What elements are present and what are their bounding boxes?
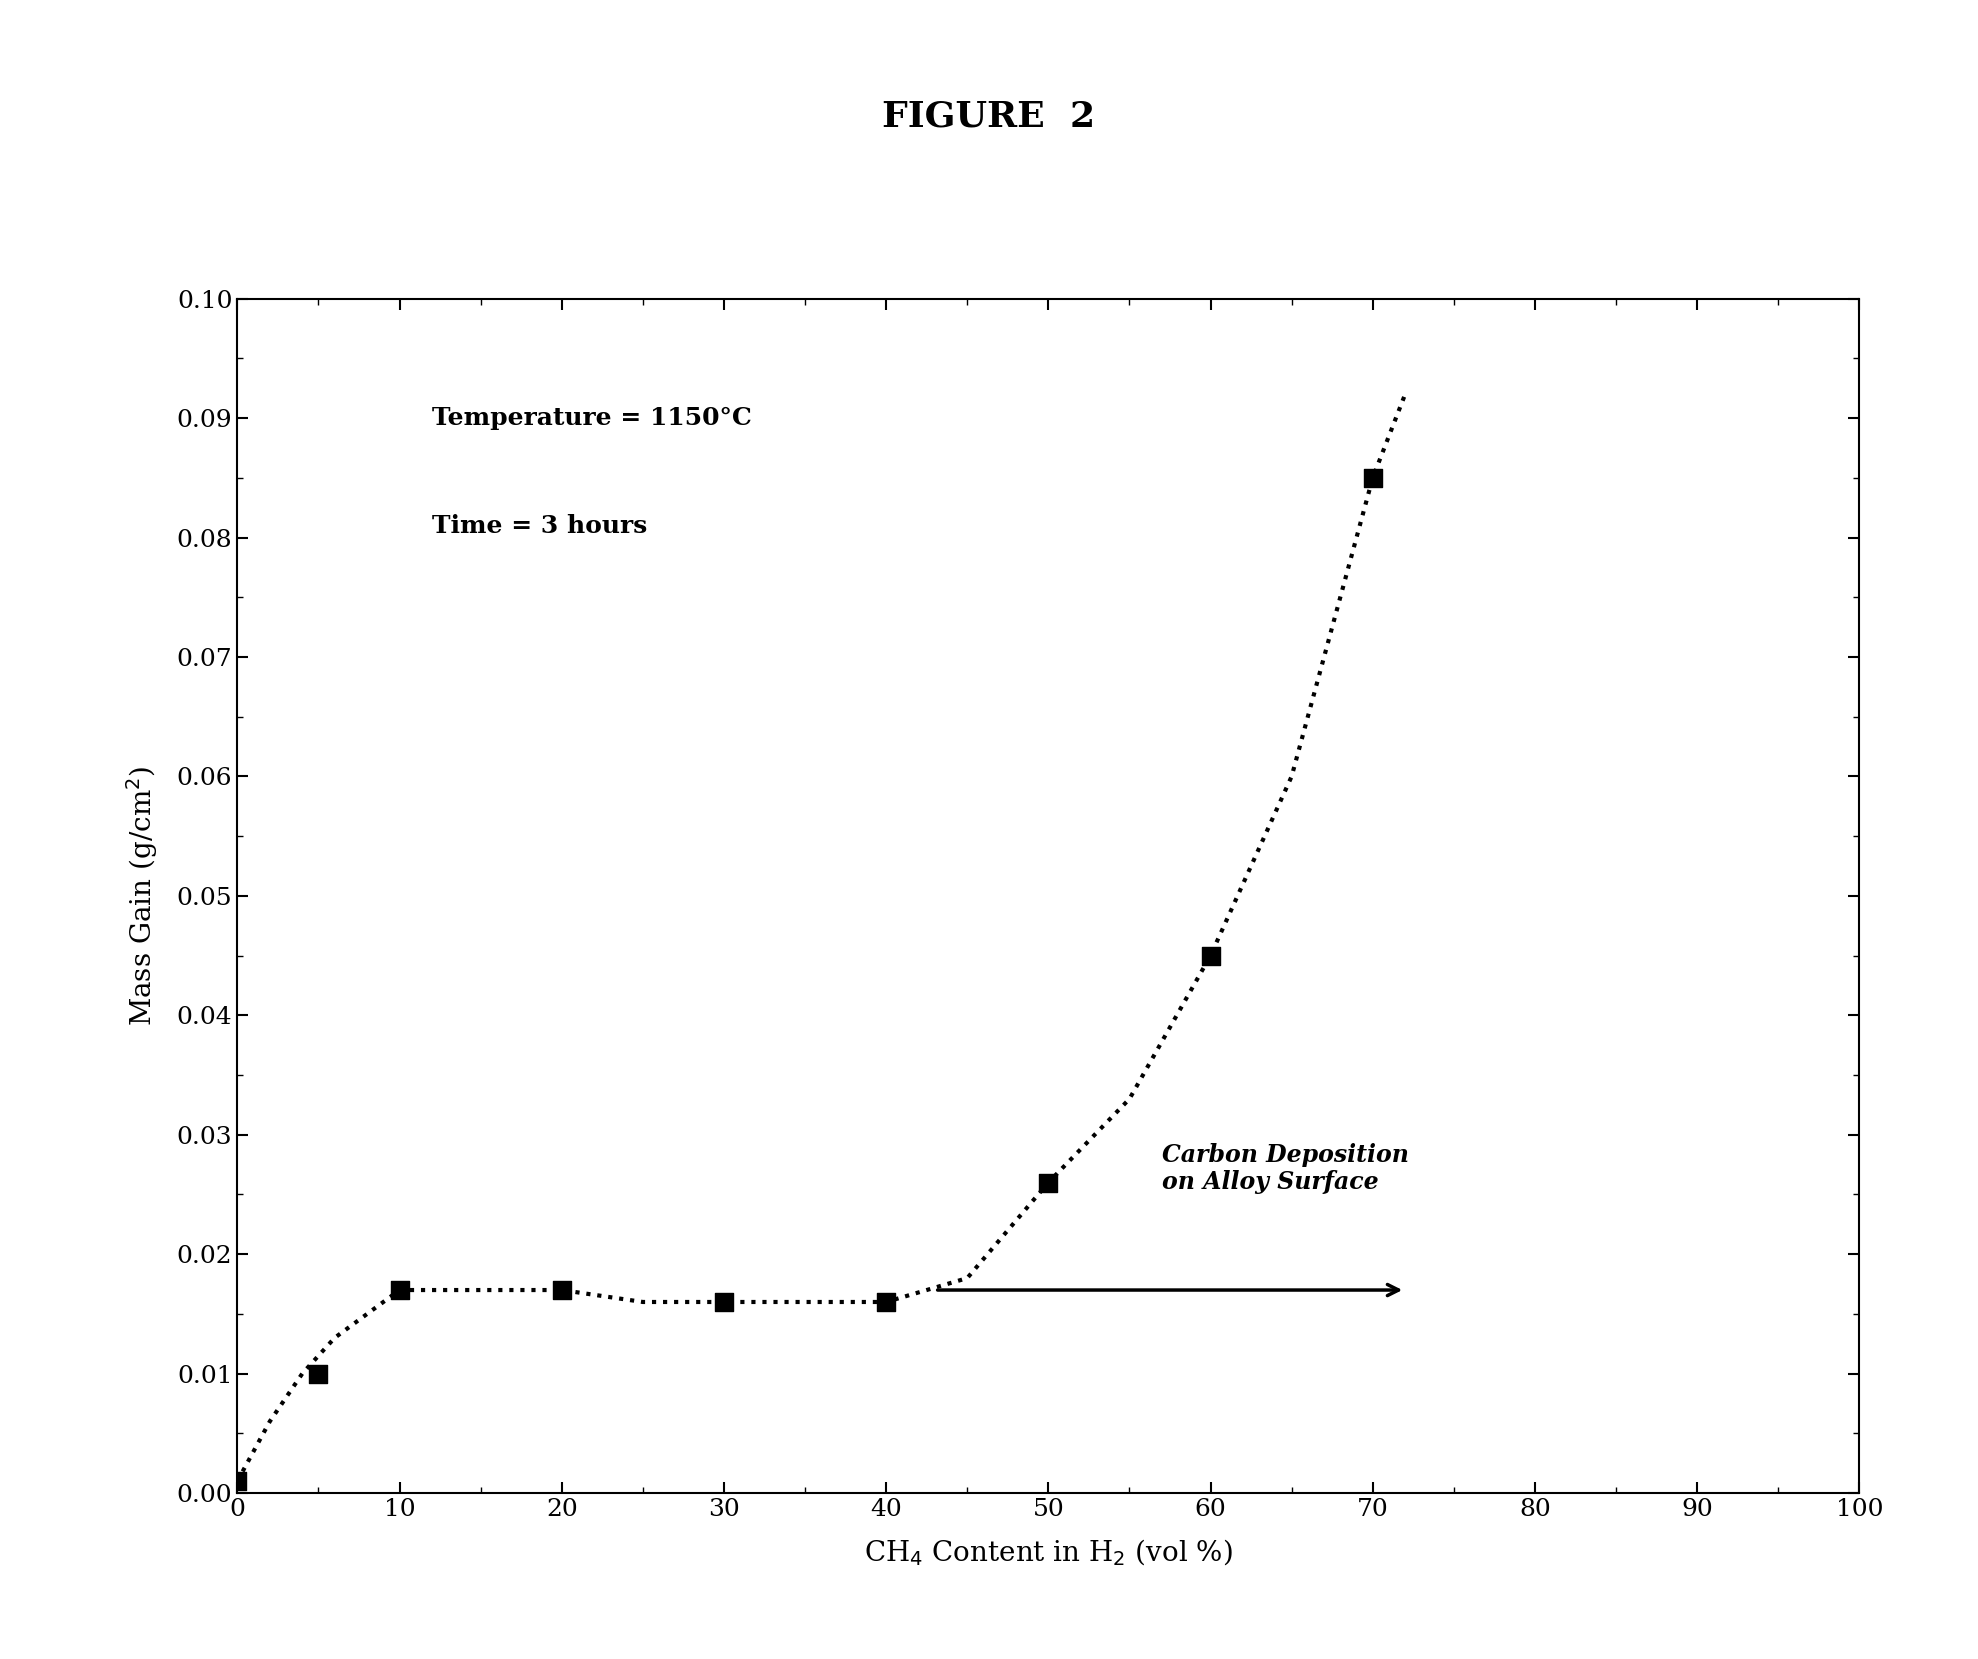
Point bbox=[1195, 942, 1226, 969]
Point bbox=[708, 1289, 740, 1316]
Point bbox=[1357, 465, 1389, 491]
Text: Carbon Deposition
on Alloy Surface: Carbon Deposition on Alloy Surface bbox=[1161, 1143, 1408, 1194]
Point bbox=[870, 1289, 902, 1316]
Y-axis label: Mass Gain (g/cm$^2$): Mass Gain (g/cm$^2$) bbox=[125, 766, 160, 1025]
Point bbox=[303, 1360, 334, 1387]
Text: Temperature = 1150°C: Temperature = 1150°C bbox=[431, 406, 752, 430]
Point bbox=[546, 1277, 578, 1304]
Point bbox=[222, 1468, 253, 1495]
X-axis label: CH$_4$ Content in H$_2$ (vol %): CH$_4$ Content in H$_2$ (vol %) bbox=[864, 1538, 1232, 1568]
Text: Time = 3 hours: Time = 3 hours bbox=[431, 514, 647, 538]
Point bbox=[384, 1277, 415, 1304]
Text: FIGURE  2: FIGURE 2 bbox=[882, 100, 1096, 133]
Point bbox=[1033, 1170, 1064, 1196]
